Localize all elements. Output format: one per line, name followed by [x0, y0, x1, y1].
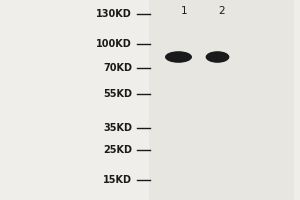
Ellipse shape: [206, 51, 230, 63]
Text: 1: 1: [181, 6, 188, 16]
Text: 2: 2: [219, 6, 225, 16]
Ellipse shape: [165, 51, 192, 63]
Text: 15KD: 15KD: [103, 175, 132, 185]
Bar: [148, 0, 294, 200]
Text: 70KD: 70KD: [103, 63, 132, 73]
Text: 35KD: 35KD: [103, 123, 132, 133]
Text: 100KD: 100KD: [96, 39, 132, 49]
Text: 25KD: 25KD: [103, 145, 132, 155]
Text: 55KD: 55KD: [103, 89, 132, 99]
Text: 130KD: 130KD: [96, 9, 132, 19]
